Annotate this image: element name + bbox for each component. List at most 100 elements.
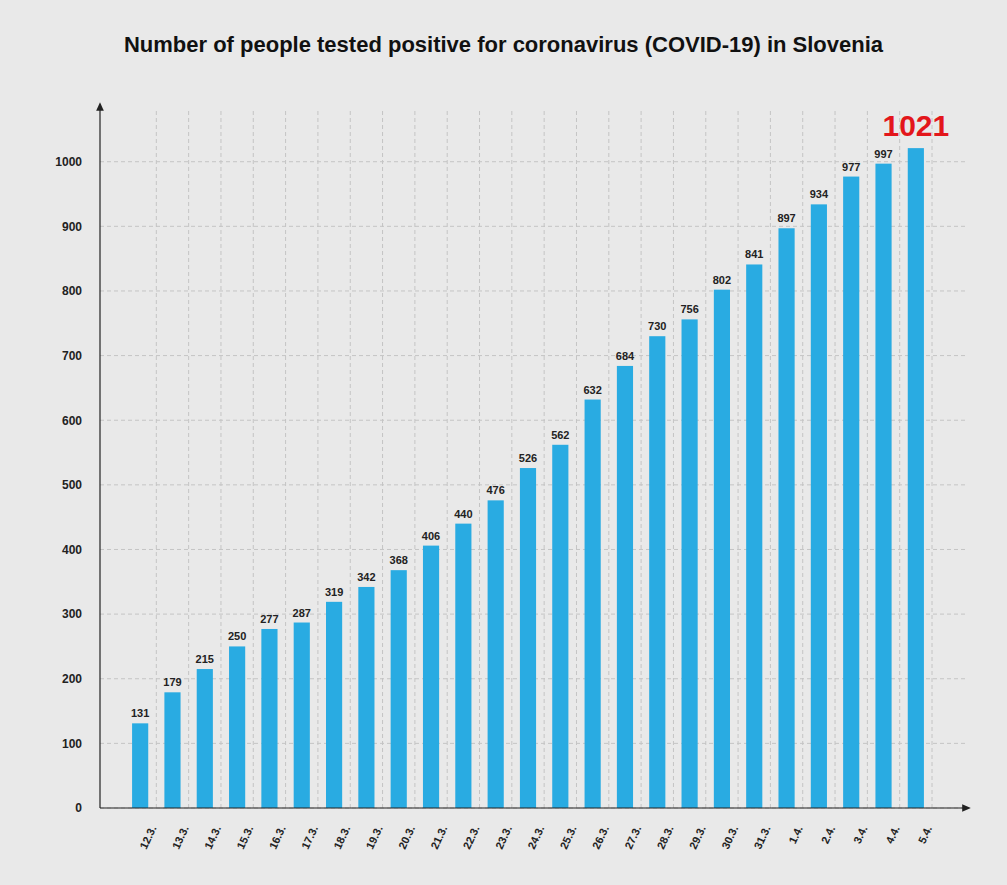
- bar: [746, 264, 762, 808]
- grid-line-x: [188, 110, 189, 808]
- grid-line-x: [608, 110, 609, 808]
- x-tick-label: 17.3.: [299, 824, 320, 851]
- y-tick: 0: [75, 801, 100, 815]
- x-tick-label: 23.3.: [493, 824, 514, 851]
- bar: [714, 290, 730, 808]
- x-tick: 30.3.: [719, 808, 740, 851]
- data-label: 730: [648, 320, 666, 332]
- grid-line-x: [447, 110, 448, 808]
- x-tick: 17.3.: [299, 808, 320, 851]
- x-tick: 21.3.: [428, 808, 449, 851]
- x-tick: 5.4.: [916, 808, 935, 845]
- grid-line-x: [802, 110, 803, 808]
- data-label: 287: [293, 607, 311, 619]
- bar: [423, 546, 439, 808]
- data-label: 562: [551, 429, 569, 441]
- title: Number of people tested positive for cor…: [124, 32, 884, 57]
- x-tick-label: 26.3.: [590, 824, 611, 851]
- y-tick: 200: [62, 672, 100, 686]
- data-labels: 1311792152502772873193423684064404765265…: [131, 109, 949, 719]
- bar: [843, 177, 859, 808]
- y-tick-label: 500: [62, 478, 82, 492]
- y-tick: 300: [62, 607, 100, 621]
- bar: [455, 524, 471, 808]
- bar: [908, 148, 924, 808]
- data-label: 1021: [882, 109, 949, 142]
- chart: Number of people tested positive for cor…: [0, 0, 1007, 885]
- y-tick-label: 600: [62, 414, 82, 428]
- x-tick-label: 4.4.: [883, 824, 902, 846]
- x-tick-label: 14.3.: [202, 824, 223, 851]
- y-tick-label: 200: [62, 672, 82, 686]
- x-tick-label: 13.3.: [170, 824, 191, 851]
- y-tick-label: 100: [62, 737, 82, 751]
- background: [0, 0, 1007, 885]
- grid-line-x: [576, 110, 577, 808]
- grid-line-x: [867, 110, 868, 808]
- x-tick-label: 16.3.: [267, 824, 288, 851]
- y-tick: 800: [62, 284, 100, 298]
- x-tick-label: 1.4.: [786, 824, 805, 846]
- data-label: 179: [163, 676, 181, 688]
- x-tick: 4.4.: [883, 808, 902, 845]
- y-tick-label: 1000: [55, 155, 82, 169]
- y-tick-label: 300: [62, 607, 82, 621]
- grid-line-x: [156, 110, 157, 808]
- bar: [164, 692, 180, 808]
- x-axis: 12.3.13.3.14.3.15.3.16.3.17.3.18.3.19.3.…: [100, 808, 967, 851]
- x-tick-label: 2.4.: [819, 824, 838, 846]
- grid-line-x: [414, 110, 415, 808]
- grid-line-y: [100, 420, 965, 421]
- grid-line-x: [738, 110, 739, 808]
- x-tick: 18.3.: [331, 808, 352, 851]
- x-tick: 13.3.: [170, 808, 191, 851]
- data-label: 802: [713, 274, 731, 286]
- y-tick-label: 900: [62, 220, 82, 234]
- x-axis-line: [100, 807, 967, 808]
- y-tick: 500: [62, 478, 100, 492]
- data-label: 841: [745, 248, 763, 260]
- data-label: 406: [422, 530, 440, 542]
- bar: [488, 500, 504, 808]
- x-tick-label: 5.4.: [916, 824, 935, 846]
- bars: [132, 148, 924, 808]
- data-label: 632: [583, 384, 601, 396]
- grid-line-y: [100, 290, 965, 291]
- grid-line-x: [835, 110, 836, 808]
- y-tick: 900: [62, 220, 100, 234]
- data-label: 440: [454, 508, 472, 520]
- data-label: 131: [131, 707, 149, 719]
- y-tick: 400: [62, 543, 100, 557]
- y-tick: 600: [62, 414, 100, 428]
- y-tick-label: 0: [75, 801, 82, 815]
- x-tick-label: 24.3.: [525, 824, 546, 851]
- x-tick-label: 28.3.: [654, 824, 675, 851]
- data-label: 756: [680, 303, 698, 315]
- grid-line-x: [317, 110, 318, 808]
- y-tick: 700: [62, 349, 100, 363]
- grid-line-x: [382, 110, 383, 808]
- bar: [391, 570, 407, 808]
- bar: [811, 204, 827, 808]
- grid-line-x: [544, 110, 545, 808]
- x-tick: 31.3.: [751, 808, 772, 851]
- grid: [100, 110, 965, 808]
- x-tick-label: 3.4.: [851, 824, 870, 846]
- data-label: 526: [519, 452, 537, 464]
- data-label: 684: [616, 350, 635, 362]
- data-label: 250: [228, 630, 246, 642]
- data-label: 277: [260, 613, 278, 625]
- bar: [552, 445, 568, 808]
- bar: [617, 366, 633, 808]
- x-tick: 12.3.: [137, 808, 158, 851]
- bar: [778, 228, 794, 808]
- data-label: 934: [810, 188, 829, 200]
- bar: [649, 336, 665, 808]
- grid-line-x: [479, 110, 480, 808]
- grid-line-x: [511, 110, 512, 808]
- grid-line-y: [100, 161, 965, 162]
- bar: [197, 669, 213, 808]
- grid-line-x: [899, 110, 900, 808]
- x-tick-label: 18.3.: [331, 824, 352, 851]
- data-label: 977: [842, 161, 860, 173]
